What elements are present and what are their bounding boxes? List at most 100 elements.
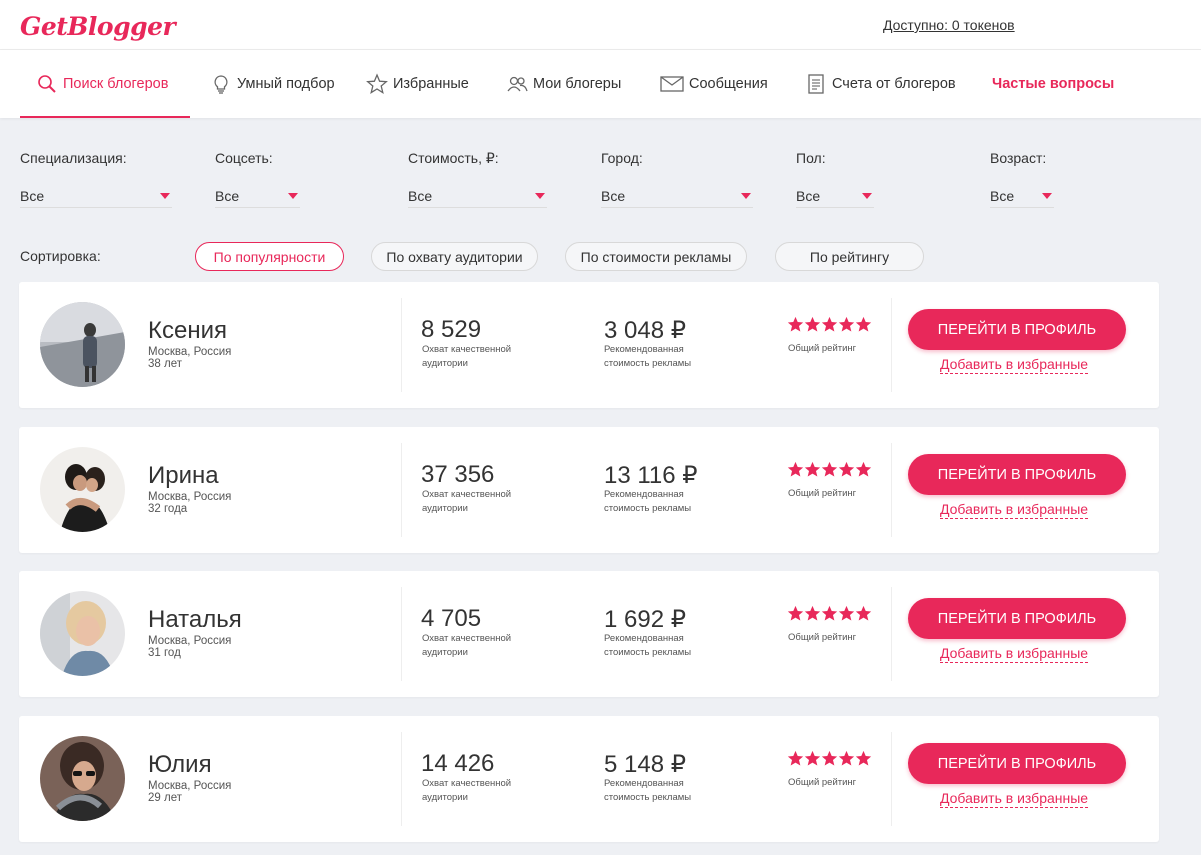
go-to-profile-button[interactable]: ПЕРЕЙТИ В ПРОФИЛЬ [908, 454, 1126, 495]
blogger-name[interactable]: Наталья [148, 606, 242, 633]
go-to-profile-button[interactable]: ПЕРЕЙТИ В ПРОФИЛЬ [908, 598, 1126, 639]
add-to-favorites-link[interactable]: Добавить в избранные [940, 645, 1089, 663]
sort-popularity-button[interactable]: По популярности [195, 242, 344, 271]
lightbulb-icon [210, 73, 232, 95]
blogger-city: Москва, Россия [148, 780, 232, 792]
top-bar: GetBlogger Доступно: 0 токенов [0, 0, 1201, 50]
audience-reach-value: 14 426 [421, 750, 495, 777]
nav-faq[interactable]: Частые вопросы [992, 50, 1114, 118]
tokens-link[interactable]: Доступно: 0 токенов [883, 17, 1015, 33]
add-to-favorites-link[interactable]: Добавить в избранные [940, 790, 1089, 808]
nav-invoices[interactable]: Счета от блогеров [805, 50, 956, 118]
rating-star-icon [804, 750, 821, 772]
filter-label: Город: [601, 150, 643, 166]
nav-search-bloggers[interactable]: Поиск блогеров [20, 50, 190, 118]
dropdown-arrow-icon [535, 193, 545, 199]
blogger-card: Наталья Москва, Россия 31 год 4 705 Охват ка… [19, 571, 1159, 697]
divider [891, 298, 892, 392]
add-to-favorites-link[interactable]: Добавить в избранные [940, 501, 1089, 519]
nav-label: Поиск блогеров [63, 76, 169, 92]
nav-my-bloggers[interactable]: Мои блогеры [506, 50, 621, 118]
sort-reach-button[interactable]: По охвату аудитории [371, 242, 538, 271]
social-network-select[interactable]: Все [215, 188, 300, 208]
avatar[interactable] [40, 447, 125, 532]
blogger-age: 29 лет [148, 792, 182, 804]
filter-label: Соцсеть: [215, 150, 273, 166]
sort-cost-button[interactable]: По стоимости рекламы [565, 242, 747, 271]
filter-city: Город: Все [601, 150, 753, 208]
audience-reach-label: Охват качественной аудитории [422, 778, 512, 803]
go-to-profile-button[interactable]: ПЕРЕЙТИ В ПРОФИЛЬ [908, 309, 1126, 350]
nav-favorites[interactable]: Избранные [366, 50, 469, 118]
go-to-profile-button[interactable]: ПЕРЕЙТИ В ПРОФИЛЬ [908, 743, 1126, 784]
audience-reach-value: 8 529 [421, 316, 482, 343]
divider [401, 298, 402, 392]
filter-age: Возраст: Все [990, 150, 1054, 208]
search-icon [36, 73, 58, 95]
select-value: Все [215, 188, 240, 204]
audience-reach-value: 37 356 [421, 461, 495, 488]
divider [891, 443, 892, 537]
age-select[interactable]: Все [990, 188, 1054, 208]
filter-specialization: Специализация: Все [20, 150, 172, 208]
rating-star-icon [855, 461, 872, 483]
blogger-name[interactable]: Ирина [148, 462, 219, 489]
blogger-name[interactable]: Ксения [148, 317, 227, 344]
rating-star-icon [838, 461, 855, 483]
rating-star-icon [821, 316, 838, 338]
select-value: Все [408, 188, 433, 204]
blogger-card: Юлия Москва, Россия 29 лет 14 426 Охват каче… [19, 716, 1159, 842]
city-select[interactable]: Все [601, 188, 753, 208]
dropdown-arrow-icon [1042, 193, 1052, 199]
filter-label: Стоимость, ₽: [408, 150, 499, 166]
avatar[interactable] [40, 302, 125, 387]
blogger-age: 32 года [148, 503, 188, 515]
blogger-card: Ирина Москва, Россия 32 года 37 356 Охват ка… [19, 427, 1159, 553]
filter-label: Возраст: [990, 150, 1047, 166]
dropdown-arrow-icon [741, 193, 751, 199]
blogger-card: Ксения Москва, Россия 38 лет 8 529 Охват кач… [19, 282, 1159, 408]
nav-label: Частые вопросы [992, 76, 1115, 92]
nav-messages[interactable]: Сообщения [660, 50, 768, 118]
nav-label: Мои блогеры [533, 76, 622, 92]
rating-stars [787, 750, 872, 772]
avatar[interactable] [40, 591, 125, 676]
rating-star-icon [821, 461, 838, 483]
divider [891, 587, 892, 681]
rating-star-icon [838, 316, 855, 338]
ad-price-value: 5 148 ₽ [604, 751, 686, 778]
audience-reach-label: Охват качественной аудитории [422, 633, 512, 658]
rating-star-icon [855, 316, 872, 338]
divider [401, 732, 402, 826]
nav-label: Умный подбор [237, 76, 335, 92]
sort-rating-button[interactable]: По рейтингу [775, 242, 924, 271]
dropdown-arrow-icon [288, 193, 298, 199]
gender-select[interactable]: Все [796, 188, 874, 208]
ad-price-label: Рекомендованная стоимость рекламы [604, 778, 692, 803]
select-value: Все [990, 188, 1015, 204]
select-value: Все [20, 188, 45, 204]
blogger-city: Москва, Россия [148, 346, 232, 358]
blogger-name[interactable]: Юлия [148, 751, 212, 778]
users-icon [506, 73, 528, 95]
audience-reach-label: Охват качественной аудитории [422, 489, 512, 514]
specialization-select[interactable]: Все [20, 188, 172, 208]
ad-price-label: Рекомендованная стоимость рекламы [604, 633, 692, 658]
rating-stars [787, 461, 872, 483]
avatar[interactable] [40, 736, 125, 821]
rating-label: Общий рейтинг [788, 632, 857, 643]
rating-star-icon [804, 316, 821, 338]
blogger-city: Москва, Россия [148, 635, 232, 647]
audience-reach-value: 4 705 [421, 605, 482, 632]
nav-smart-selection[interactable]: Умный подбор [210, 50, 335, 118]
logo[interactable]: GetBlogger [20, 12, 176, 41]
rating-star-icon [787, 750, 804, 772]
add-to-favorites-link[interactable]: Добавить в избранные [940, 356, 1089, 374]
cost-select[interactable]: Все [408, 188, 547, 208]
rating-star-icon [821, 750, 838, 772]
audience-reach-label: Охват качественной аудитории [422, 344, 512, 369]
divider [401, 587, 402, 681]
ad-price-value: 1 692 ₽ [604, 606, 686, 633]
select-value: Все [796, 188, 821, 204]
nav-label: Избранные [393, 76, 469, 92]
